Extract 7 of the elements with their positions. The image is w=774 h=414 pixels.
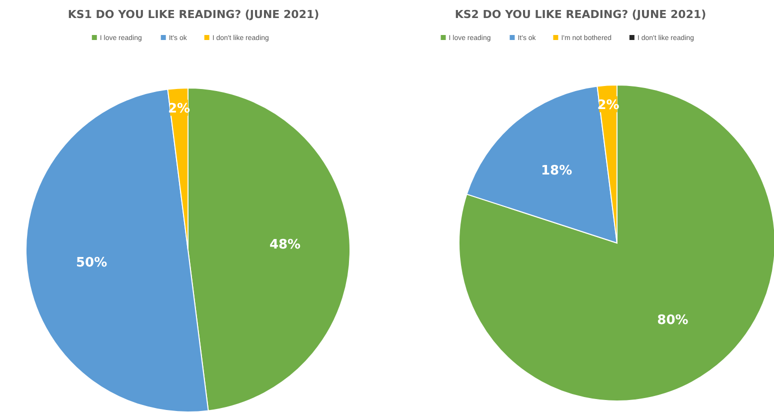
chart-title: KS2 DO YOU LIKE READING? (JUNE 2021) [454, 8, 706, 21]
pie-slice [458, 84, 774, 402]
data-label: 50% [76, 256, 108, 271]
chart-title: KS1 DO YOU LIKE READING? (JUNE 2021) [68, 8, 320, 21]
data-label: 48% [269, 237, 301, 252]
data-label: 80% [657, 313, 688, 328]
data-label: 18% [541, 164, 572, 179]
